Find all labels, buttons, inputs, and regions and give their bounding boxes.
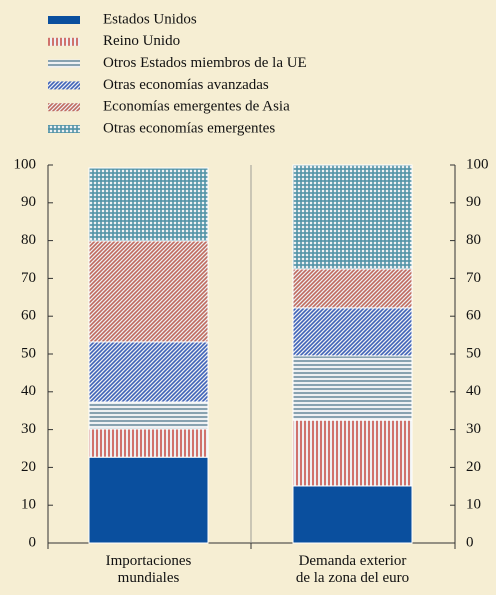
y-tick-label: 70 [466, 270, 481, 286]
y-tick-label: 60 [466, 308, 481, 324]
y-tick-label: 90 [21, 194, 36, 210]
y-tick-label: 40 [21, 383, 36, 399]
y-tick-label: 80 [21, 232, 36, 248]
bar-segment [88, 428, 209, 458]
legend-swatch [48, 125, 80, 133]
legend-label: Otras economías emergentes [103, 120, 275, 136]
legend-swatch [48, 37, 80, 46]
y-tick-label: 30 [21, 421, 36, 437]
legend-swatch [48, 16, 80, 24]
y-tick-label: 80 [466, 232, 481, 248]
y-tick-label: 30 [466, 421, 481, 437]
bar-segment [292, 268, 413, 309]
bar-segment [292, 485, 413, 544]
y-tick-label: 90 [466, 194, 481, 210]
legend-label: Reino Unido [103, 33, 180, 49]
y-tick-label: 10 [466, 497, 481, 513]
bar-segment [292, 164, 413, 270]
legend-label: Economías emergentes de Asia [103, 99, 290, 115]
legend-swatch [48, 81, 80, 90]
y-tick-label: 20 [21, 459, 36, 475]
bar-segment [88, 167, 209, 242]
legend-label: Otras economías avanzadas [103, 77, 269, 93]
y-tick-label: 60 [21, 308, 36, 324]
x-tick-label: Importaciones mundiales [105, 553, 192, 586]
y-tick-label: 10 [21, 497, 36, 513]
legend-swatch [48, 59, 80, 68]
bar-segment [292, 355, 413, 421]
y-tick-label: 70 [21, 270, 36, 286]
bar-segment [88, 401, 209, 430]
y-tick-label: 50 [466, 345, 481, 361]
y-tick-label: 0 [29, 534, 37, 550]
x-tick-label: Demanda exterior de la zona del euro [295, 553, 410, 586]
bar-segment [292, 419, 413, 487]
bar-segment [88, 240, 209, 343]
bar-segment [88, 456, 209, 544]
y-tick-label: 100 [14, 156, 37, 172]
y-tick-label: 0 [466, 534, 474, 550]
y-tick-label: 40 [466, 383, 481, 399]
legend-label: Otros Estados miembros de la UE [103, 55, 307, 71]
y-tick-label: 20 [466, 459, 481, 475]
bar-segment [88, 341, 209, 403]
legend-swatch [48, 103, 80, 112]
bar-segment [292, 307, 413, 357]
y-tick-label: 50 [21, 345, 36, 361]
y-tick-label: 100 [466, 156, 489, 172]
legend-label: Estados Unidos [103, 11, 197, 27]
